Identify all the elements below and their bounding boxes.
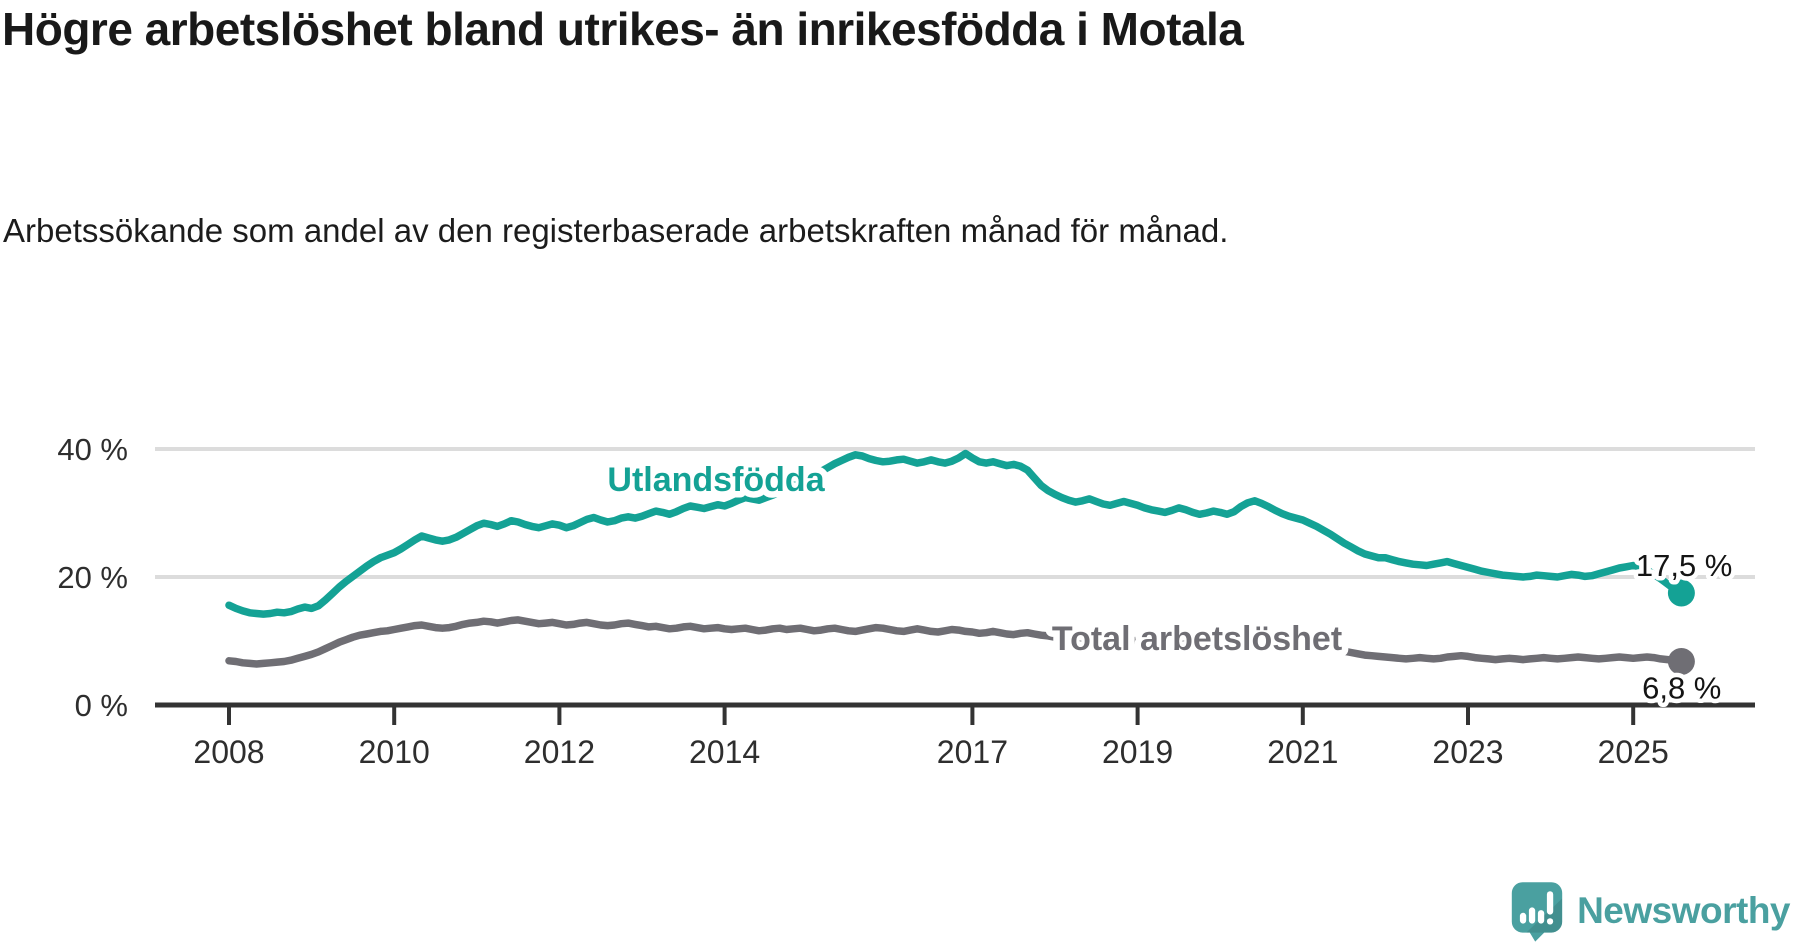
x-axis-tick-label: 2019: [1102, 734, 1173, 770]
series-end-dot: [1667, 647, 1695, 675]
branding: Newsworthy: [1510, 880, 1790, 942]
x-axis-tick-label: 2012: [524, 734, 595, 770]
series-end-dot: [1667, 579, 1695, 607]
x-axis-tick-label: 2010: [359, 734, 430, 770]
series-label: Utlandsfödda: [607, 461, 825, 499]
x-axis-tick-label: 2021: [1267, 734, 1338, 770]
x-axis-tick-label: 2023: [1432, 734, 1503, 770]
page-title: Högre arbetslöshet bland utrikes- än inr…: [2, 3, 1244, 55]
brand-name: Newsworthy: [1577, 890, 1790, 931]
x-axis-tick-label: 2025: [1598, 734, 1669, 770]
y-axis-tick-label: 40 %: [57, 432, 128, 467]
x-axis-tick-label: 2017: [937, 734, 1008, 770]
series-end-value-label: 6,8 %: [1642, 670, 1721, 705]
series-end-value-label: 17,5 %: [1636, 548, 1733, 583]
chart-subtitle: Arbetssökande som andel av den registerb…: [3, 212, 1229, 249]
series-label: Total arbetslöshet: [1052, 620, 1342, 658]
newsworthy-logo-icon: [1511, 882, 1563, 942]
series-line-utlandsfodda: [225, 449, 1686, 618]
x-axis-tick-label: 2008: [193, 734, 264, 770]
y-axis-tick-label: 20 %: [57, 560, 128, 595]
y-axis-tick-label: 0 %: [75, 688, 128, 723]
x-axis-tick-label: 2014: [689, 734, 760, 770]
series-line-total: [225, 616, 1686, 668]
